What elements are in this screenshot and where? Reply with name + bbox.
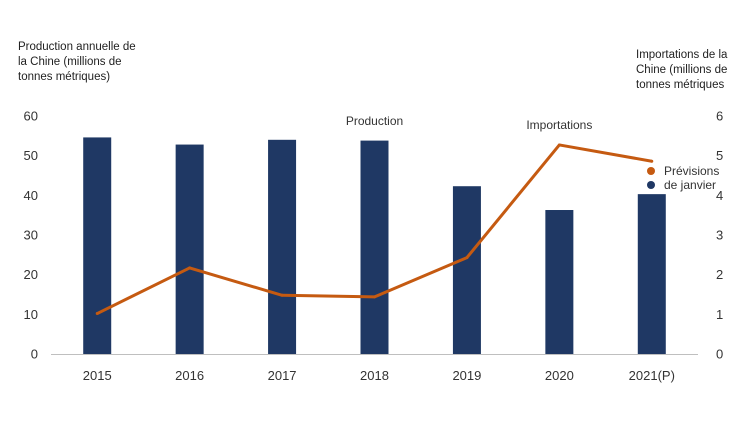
y-axis-left-title: Production annuelle de la Chine (million… <box>18 41 136 83</box>
bar <box>268 139 297 354</box>
y-right-tick-label: 6 <box>716 109 723 124</box>
imports-point <box>188 266 192 270</box>
y-left-tick-label: 20 <box>24 267 38 282</box>
legend-marker <box>647 167 655 175</box>
x-tick-label: 2016 <box>175 368 204 383</box>
annotation-imports: Importations <box>526 118 592 132</box>
legend-marker <box>647 181 655 189</box>
imports-point <box>373 295 376 299</box>
bar <box>637 194 666 354</box>
bar <box>360 140 389 354</box>
x-tick-label: 2019 <box>452 368 481 383</box>
imports-point <box>95 312 99 316</box>
y-right-tick-label: 1 <box>716 307 723 322</box>
bar <box>175 144 204 354</box>
y-left-tick-label: 40 <box>24 188 38 203</box>
annotation-production: Production <box>346 114 403 128</box>
legend-label: Prévisions <box>664 164 719 178</box>
y-left-tick-label: 50 <box>24 148 38 163</box>
imports-point <box>557 143 561 147</box>
y-left-tick-label: 0 <box>31 347 38 362</box>
legend-label: de janvier <box>664 178 716 192</box>
y-right-tick-label: 4 <box>716 188 723 203</box>
y-axis-right-title: Importations de la Chine (millions de to… <box>636 49 728 91</box>
x-tick-label: 2015 <box>83 368 112 383</box>
y-right-tick-label: 2 <box>716 267 723 282</box>
x-tick-label: 2021(P) <box>629 368 675 383</box>
imports-point <box>465 256 469 260</box>
bar <box>83 137 112 354</box>
y-left-tick-label: 60 <box>24 109 38 124</box>
x-tick-label: 2017 <box>268 368 297 383</box>
x-tick-label: 2020 <box>545 368 574 383</box>
y-left-tick-label: 30 <box>24 228 38 243</box>
y-right-tick-label: 5 <box>716 148 723 163</box>
y-left-tick-label: 10 <box>24 307 38 322</box>
x-tick-label: 2018 <box>360 368 389 383</box>
bar <box>452 186 481 354</box>
bar <box>545 210 574 354</box>
y-right-tick-label: 0 <box>716 347 723 362</box>
y-right-tick-label: 3 <box>716 228 723 243</box>
imports-point <box>650 159 654 163</box>
imports-point <box>280 293 284 297</box>
